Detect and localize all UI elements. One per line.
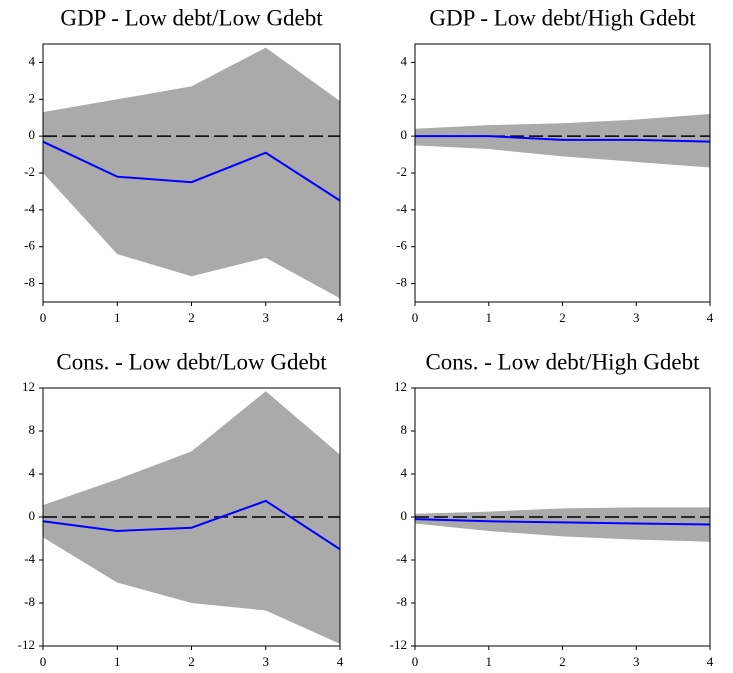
y-tick-label: 4: [29, 465, 36, 480]
x-tick-label: 3: [633, 654, 640, 669]
y-tick-label: -12: [18, 637, 35, 652]
y-tick-label: -4: [396, 201, 407, 216]
y-tick-label: -8: [24, 275, 35, 290]
y-tick-label: 12: [394, 379, 407, 394]
y-tick-label: 12: [22, 379, 35, 394]
x-tick-label: 0: [40, 310, 47, 325]
y-tick-label: -12: [390, 637, 407, 652]
y-tick-label: 2: [29, 90, 36, 105]
y-tick-label: 4: [401, 465, 408, 480]
panel-title: Cons. - Low debt/High Gdebt: [425, 349, 700, 374]
y-tick-label: -8: [396, 275, 407, 290]
confidence-band: [415, 507, 710, 542]
x-tick-label: 0: [412, 310, 419, 325]
y-tick-label: -6: [24, 238, 35, 253]
x-tick-label: 3: [633, 310, 640, 325]
x-tick-label: 1: [114, 310, 121, 325]
y-tick-label: -4: [24, 551, 35, 566]
response-line: [42, 140, 341, 202]
response-line: [414, 518, 711, 526]
y-tick-label: 4: [401, 53, 408, 68]
y-tick-label: -8: [396, 594, 407, 609]
y-tick-label: 0: [29, 508, 36, 523]
y-tick-label: 2: [401, 90, 408, 105]
plot-frame: [414, 43, 711, 303]
y-tick-label: 4: [29, 53, 36, 68]
response-line: [415, 135, 711, 143]
x-tick-label: 2: [559, 654, 566, 669]
y-tick-label: -6: [396, 238, 407, 253]
x-tick-label: 3: [263, 310, 270, 325]
y-tick-label: -4: [396, 551, 407, 566]
x-tick-label: 4: [337, 654, 344, 669]
x-tick-label: 1: [486, 654, 493, 669]
y-tick-label: -8: [24, 594, 35, 609]
panel-title: GDP - Low debt/Low Gdebt: [60, 5, 323, 30]
x-tick-label: 2: [188, 654, 195, 669]
x-tick-label: 3: [263, 654, 270, 669]
y-tick-label: -2: [24, 164, 35, 179]
confidence-band: [43, 391, 340, 644]
x-tick-label: 1: [486, 310, 493, 325]
y-tick-label: 8: [401, 422, 408, 437]
x-tick-label: 2: [559, 310, 566, 325]
x-tick-label: 4: [707, 310, 714, 325]
x-tick-label: 0: [40, 654, 47, 669]
x-tick-label: 1: [114, 654, 121, 669]
x-tick-label: 4: [707, 654, 714, 669]
x-tick-label: 0: [412, 654, 419, 669]
confidence-band: [43, 47, 340, 299]
y-tick-label: -4: [24, 201, 35, 216]
panel-title: Cons. - Low debt/Low Gdebt: [56, 349, 327, 374]
y-tick-label: 0: [401, 127, 408, 142]
y-tick-label: -2: [396, 164, 407, 179]
panel-title: GDP - Low debt/High Gdebt: [429, 5, 696, 30]
x-tick-label: 4: [337, 310, 344, 325]
y-tick-label: 0: [29, 127, 36, 142]
y-tick-label: 0: [401, 508, 408, 523]
response-line: [42, 499, 341, 551]
x-tick-label: 2: [188, 310, 195, 325]
y-tick-label: 8: [29, 422, 36, 437]
